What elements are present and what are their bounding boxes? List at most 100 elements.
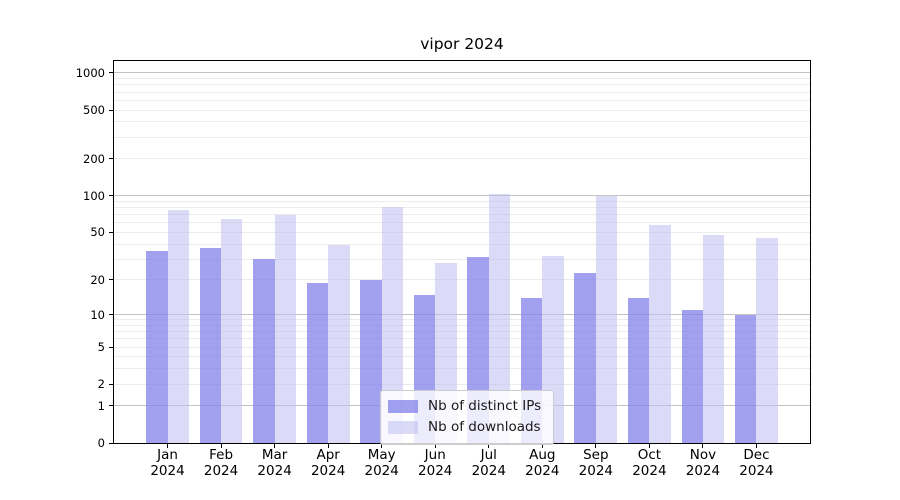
bar-distinct-ips [360, 279, 382, 443]
grid-minor-line [114, 243, 810, 245]
y-tick-label: 100 [83, 188, 105, 203]
x-tick-label: Apr 2024 [310, 447, 346, 479]
y-tick [109, 383, 113, 385]
legend: Nb of distinct IPs Nb of downloads [380, 390, 555, 445]
y-tick-label: 1000 [75, 65, 105, 80]
grid-minor-line [114, 99, 810, 101]
grid-minor-line [114, 383, 810, 385]
y-tick-label: 500 [83, 103, 105, 118]
y-tick [109, 158, 113, 160]
x-tick [488, 444, 490, 448]
y-tick [109, 346, 113, 348]
bar-downloads [702, 234, 725, 443]
x-tick [702, 444, 704, 448]
bar-distinct-ips [146, 251, 168, 443]
grid-minor-line [114, 368, 810, 370]
y-tick [109, 279, 113, 281]
grid-minor-line [114, 222, 810, 224]
plot-area [114, 61, 810, 443]
grid-minor-line [114, 338, 810, 340]
bar-downloads [274, 214, 296, 443]
x-tick [220, 444, 222, 448]
x-tick-label: Jan 2024 [150, 447, 185, 479]
bar-distinct-ips [681, 309, 703, 443]
legend-label-downloads: Nb of downloads [428, 419, 541, 435]
grid-minor-line [114, 324, 810, 326]
grid-minor-line [114, 121, 810, 123]
bar-distinct-ips [574, 272, 596, 443]
grid-minor-line [114, 346, 810, 348]
y-tick-label: 5 [97, 340, 105, 355]
legend-swatch-distinct-ips [388, 400, 418, 413]
bar-distinct-ips [306, 282, 329, 443]
bar-distinct-ips [735, 314, 757, 443]
grid-major-line [114, 72, 810, 74]
x-tick [595, 444, 597, 448]
x-tick [274, 444, 276, 448]
grid-minor-line [114, 200, 810, 202]
x-tick-label: Feb 2024 [203, 447, 239, 479]
bar-downloads [381, 206, 404, 443]
bar-downloads [595, 195, 618, 443]
grid-major-line [114, 195, 810, 197]
x-tick [167, 444, 169, 448]
y-tick-label: 200 [83, 151, 105, 166]
grid-minor-line [114, 158, 810, 160]
x-tick [541, 444, 543, 448]
x-tick-label: Jul 2024 [471, 447, 506, 479]
grid-minor-line [114, 231, 810, 233]
y-tick-label: 1 [97, 398, 105, 413]
bar-distinct-ips [253, 259, 275, 443]
bar-downloads [649, 224, 671, 443]
grid-minor-line [114, 109, 810, 111]
y-tick-label: 2 [97, 377, 105, 392]
x-tick [648, 444, 650, 448]
grid-major-line [114, 314, 810, 316]
bar-downloads [221, 219, 243, 443]
grid-minor-line [114, 214, 810, 216]
x-tick [327, 444, 329, 448]
grid-minor-line [114, 258, 810, 260]
bar-downloads [488, 194, 511, 443]
grid-minor-line [114, 319, 810, 321]
y-tick [109, 314, 113, 316]
y-tick [109, 195, 113, 197]
legend-row: Nb of downloads [388, 417, 541, 438]
grid-minor-line [114, 78, 810, 80]
grid-minor-line [114, 207, 810, 209]
y-tick-label: 50 [90, 225, 105, 240]
y-tick [109, 405, 113, 407]
y-tick [109, 442, 113, 444]
x-tick-label: Dec 2024 [739, 447, 774, 479]
x-tick [755, 444, 757, 448]
y-tick [109, 231, 113, 233]
grid-minor-line [114, 279, 810, 281]
bar-downloads [167, 210, 189, 443]
x-tick [381, 444, 383, 448]
y-tick-label: 10 [90, 307, 105, 322]
x-tick-label: Oct 2024 [632, 447, 667, 479]
y-tick [109, 72, 113, 74]
y-tick [109, 109, 113, 111]
grid-minor-line [114, 84, 810, 86]
bar-distinct-ips [199, 248, 222, 443]
grid-minor-line [114, 356, 810, 358]
y-tick-label: 0 [97, 436, 105, 450]
legend-label-distinct-ips: Nb of distinct IPs [428, 398, 542, 414]
bar-downloads [756, 237, 778, 443]
x-tick-label: Nov 2024 [685, 447, 721, 479]
chart-title: vipor 2024 [420, 35, 504, 53]
legend-swatch-downloads [388, 421, 418, 434]
x-tick-label: May 2024 [364, 447, 399, 479]
bar-distinct-ips [627, 297, 650, 443]
y-tick-label: 20 [90, 272, 105, 287]
x-tick-label: Aug 2024 [525, 447, 560, 479]
grid-minor-line [114, 331, 810, 333]
x-tick [434, 444, 436, 448]
x-tick-label: Sep 2024 [578, 447, 614, 479]
x-tick-label: Mar 2024 [257, 447, 292, 479]
grid-minor-line [114, 91, 810, 93]
x-tick-label: Jun 2024 [418, 447, 453, 479]
legend-row: Nb of distinct IPs [388, 396, 541, 417]
